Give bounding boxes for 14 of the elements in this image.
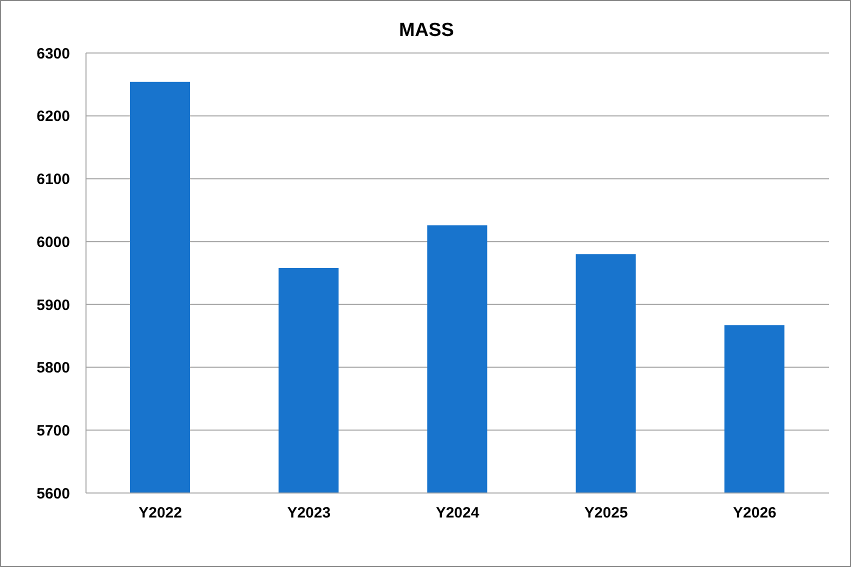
x-tick-label: Y2024 xyxy=(436,504,480,522)
y-tick-label: 5900 xyxy=(36,296,70,314)
y-tick-label: 6000 xyxy=(36,234,70,251)
x-tick-label: Y2022 xyxy=(138,504,182,522)
chart-title: MASS xyxy=(398,20,455,42)
y-tick-label: 6200 xyxy=(36,108,70,126)
x-tick-label: Y2023 xyxy=(287,504,331,522)
x-tick-label: Y2026 xyxy=(733,504,776,522)
x-tick-label: Y2025 xyxy=(584,504,628,522)
y-tick-label: 5700 xyxy=(36,422,70,440)
y-tick-label: 6100 xyxy=(36,171,70,188)
y-tick-label: 5600 xyxy=(36,485,70,502)
y-tick-label: 6300 xyxy=(36,45,70,62)
y-tick-label: 5800 xyxy=(36,360,70,377)
